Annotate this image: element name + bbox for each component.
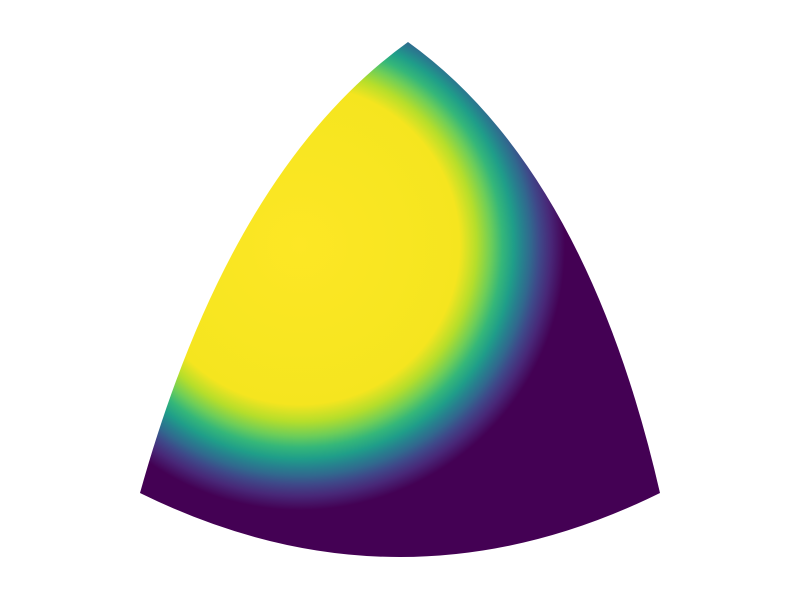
surface-fill: [140, 42, 660, 557]
surface: [140, 42, 660, 557]
